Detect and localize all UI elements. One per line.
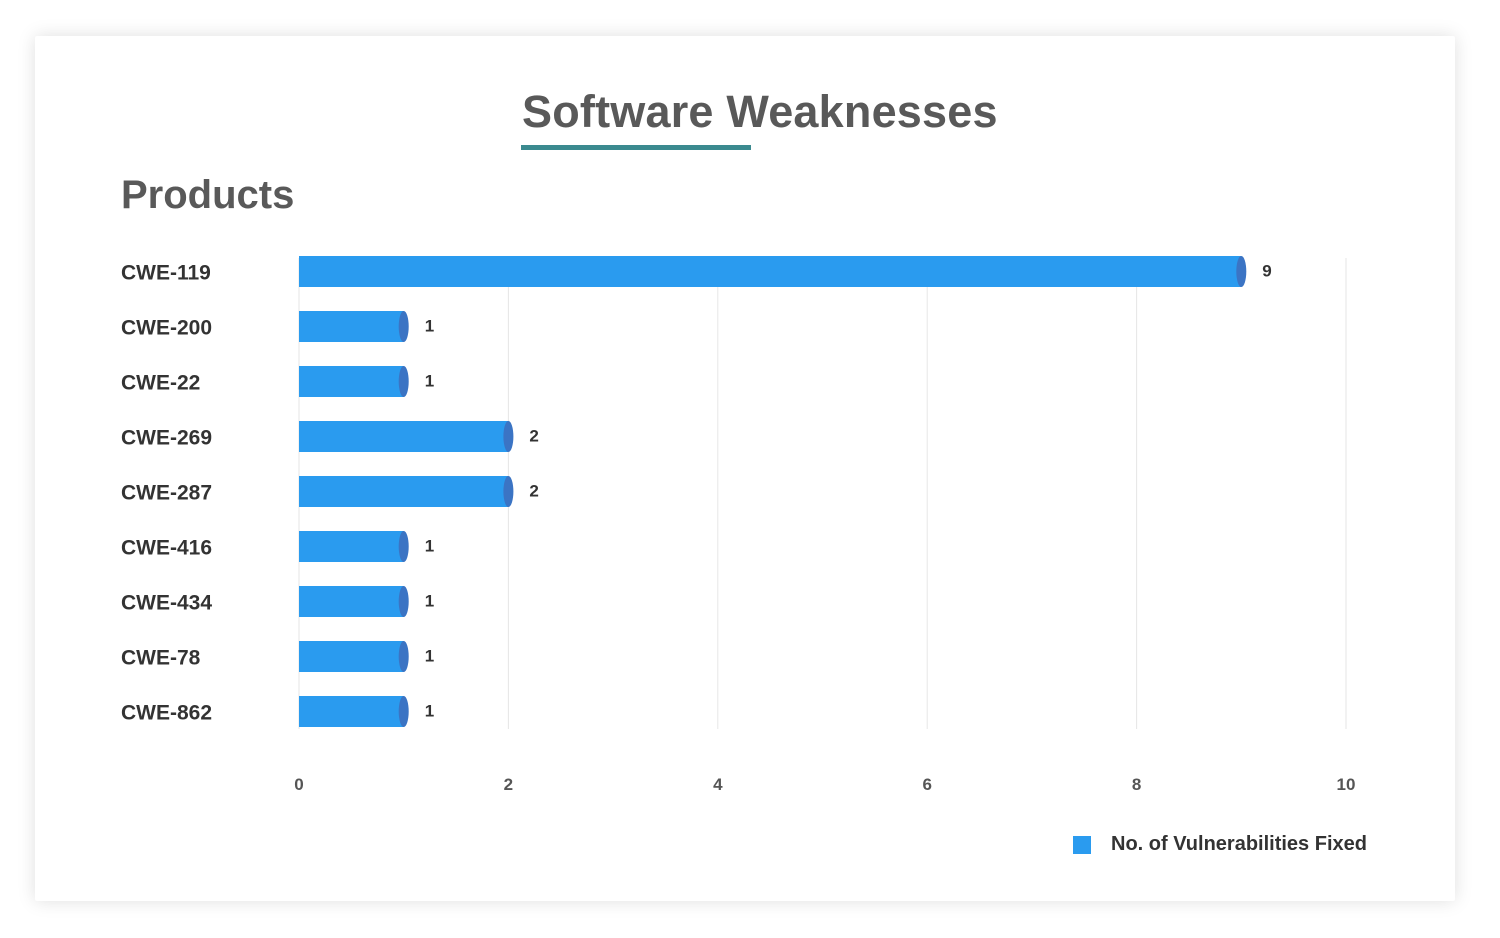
bar-end-cap xyxy=(398,696,409,727)
bar xyxy=(299,476,509,507)
page-title: Software Weaknesses xyxy=(522,86,998,137)
bar xyxy=(299,256,1242,287)
category-label: CWE-434 xyxy=(121,592,212,615)
category-label: CWE-119 xyxy=(121,262,211,285)
data-label: 1 xyxy=(425,537,434,556)
category-label: CWE-78 xyxy=(121,647,201,670)
bars xyxy=(299,256,1247,727)
bar xyxy=(299,696,404,727)
legend-label: No. of Vulnerabilities Fixed xyxy=(1111,833,1367,855)
category-label: CWE-200 xyxy=(121,317,212,340)
data-label: 1 xyxy=(425,592,434,611)
chart-card: Software Weaknesses Products 0 2 4 6 8 10 CWE-… xyxy=(35,36,1455,901)
bar-end-cap xyxy=(503,421,514,452)
labels: 0 2 4 6 8 10 CWE-119 9 CWE-200 1 CWE-22 1 CWE-269 2 CW… xyxy=(121,262,1355,795)
bar-end-cap xyxy=(398,531,409,562)
category-label: CWE-287 xyxy=(121,482,212,505)
data-label: 1 xyxy=(425,372,434,391)
x-tick-label: 8 xyxy=(1132,775,1141,794)
bar-end-cap xyxy=(398,311,409,342)
x-tick-label: 10 xyxy=(1337,775,1356,794)
category-label: CWE-269 xyxy=(121,427,212,450)
bar xyxy=(299,421,509,452)
bar xyxy=(299,311,404,342)
bar-end-cap xyxy=(503,476,514,507)
title-underline xyxy=(521,145,751,150)
bar-end-cap xyxy=(398,586,409,617)
category-label: CWE-22 xyxy=(121,372,200,395)
x-tick-label: 2 xyxy=(504,775,513,794)
data-label: 9 xyxy=(1262,262,1271,281)
bar-end-cap xyxy=(398,366,409,397)
bar-end-cap xyxy=(1236,256,1247,287)
bar-chart: 0 2 4 6 8 10 CWE-119 9 CWE-200 1 CWE-22 1 CWE-269 2 CW… xyxy=(121,256,1355,795)
chart-title: Products xyxy=(121,173,295,217)
bar-end-cap xyxy=(398,641,409,672)
bar xyxy=(299,586,404,617)
bar xyxy=(299,531,404,562)
bar xyxy=(299,641,404,672)
legend: No. of Vulnerabilities Fixed xyxy=(1073,833,1367,856)
data-label: 1 xyxy=(425,317,434,336)
data-label: 2 xyxy=(529,427,538,446)
data-label: 1 xyxy=(425,702,434,721)
data-label: 2 xyxy=(529,482,538,501)
bar xyxy=(299,366,404,397)
x-tick-label: 0 xyxy=(294,775,303,794)
data-label: 1 xyxy=(425,647,434,666)
category-label: CWE-862 xyxy=(121,702,212,725)
legend-swatch xyxy=(1073,835,1091,854)
x-tick-label: 4 xyxy=(713,775,723,794)
x-tick-label: 6 xyxy=(922,775,931,794)
category-label: CWE-416 xyxy=(121,537,212,560)
